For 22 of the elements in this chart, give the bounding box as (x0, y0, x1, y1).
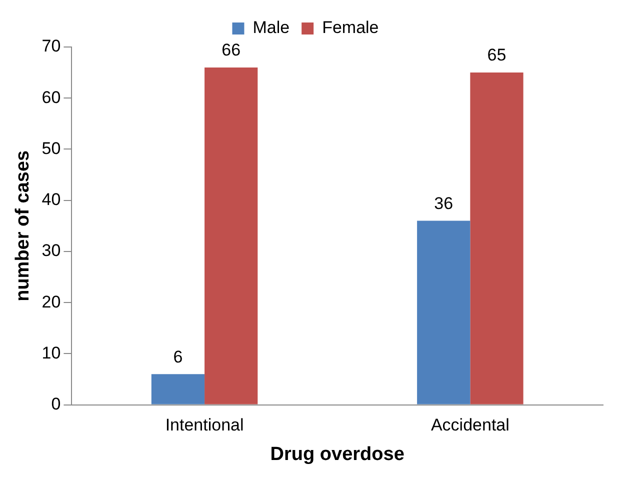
data-label: 36 (434, 194, 454, 213)
y-tick-label: 50 (42, 138, 61, 158)
y-tick-label: 40 (42, 190, 61, 210)
bar (417, 220, 470, 404)
data-label: 65 (487, 46, 506, 65)
bar (470, 72, 524, 404)
y-tick-label: 30 (42, 241, 61, 260)
x-tick-label: Accidental (430, 416, 510, 435)
x-axis-title: Drug overdose (270, 444, 404, 465)
y-axis-title: number of cases (12, 150, 34, 302)
legend-label: Male (252, 18, 290, 38)
data-label: 6 (173, 347, 183, 366)
y-tick-label: 0 (51, 394, 61, 414)
y-tick-label: 10 (42, 343, 61, 362)
data-label: 66 (222, 40, 241, 60)
legend-label: Female (322, 18, 379, 38)
bar (204, 67, 258, 404)
y-tick-label: 70 (42, 36, 61, 56)
y-tick-label: 20 (42, 292, 61, 312)
bar (151, 374, 205, 404)
y-tick-label: 60 (42, 88, 61, 107)
x-tick-label: Intentional (165, 416, 244, 435)
